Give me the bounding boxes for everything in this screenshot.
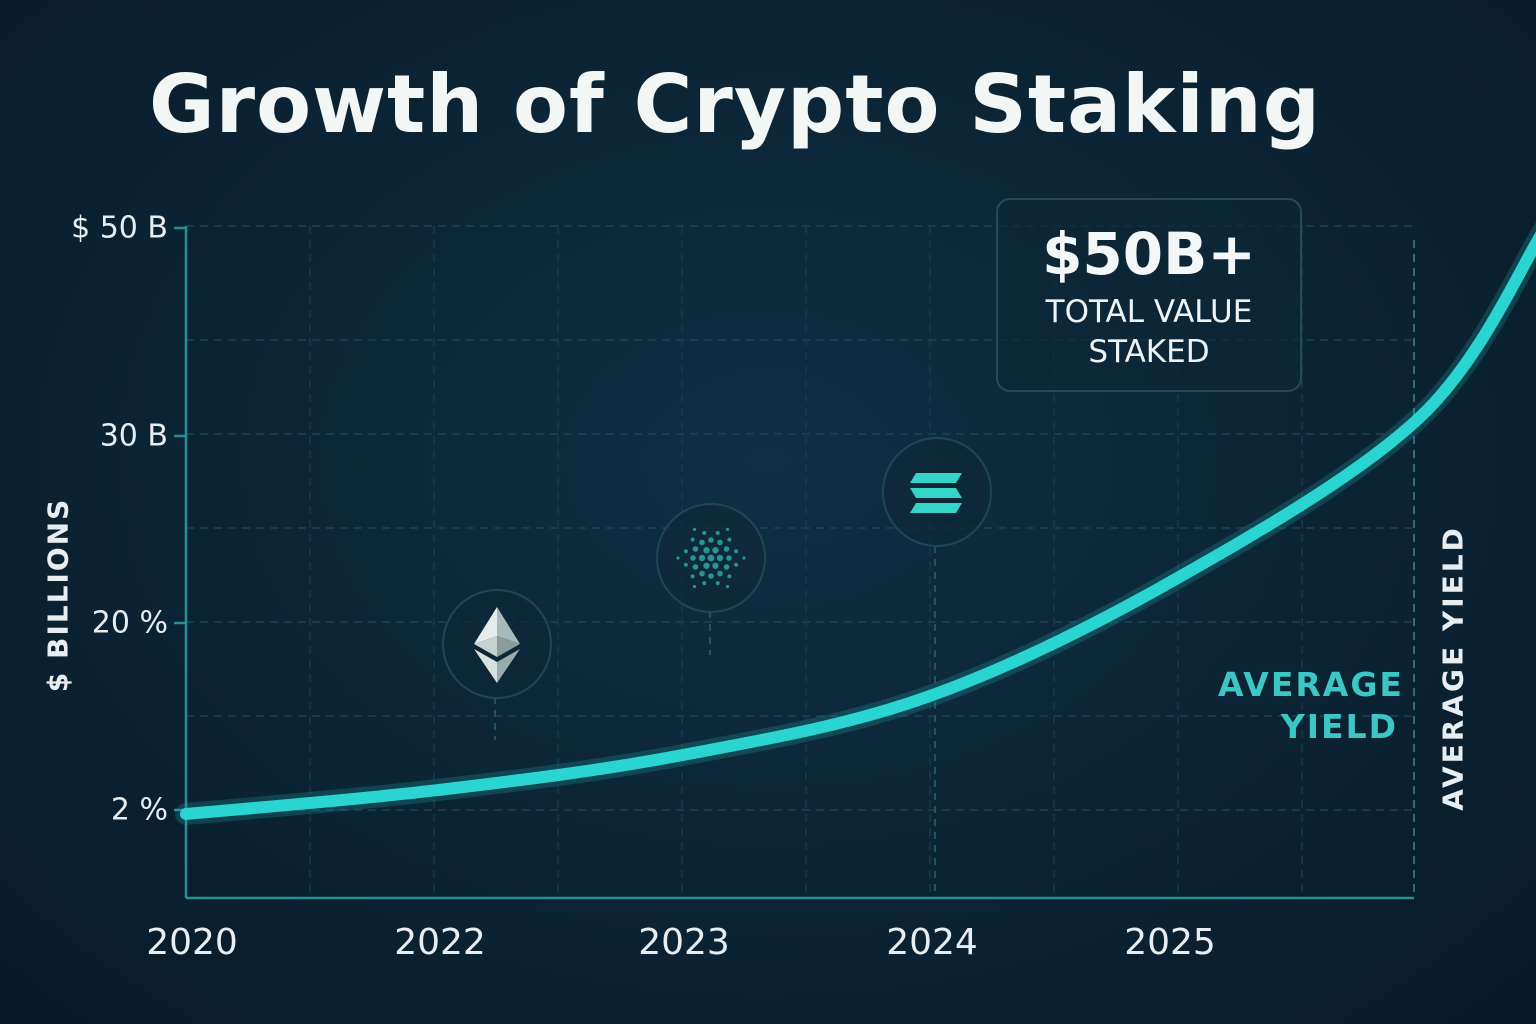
cardano-dot bbox=[708, 537, 714, 543]
cardano-dot bbox=[690, 537, 695, 542]
solana-icon bbox=[882, 437, 992, 547]
cardano-dot bbox=[734, 549, 739, 554]
cardano-dot bbox=[725, 527, 730, 532]
cardano-dot bbox=[702, 530, 707, 535]
x-tick-label: 2025 bbox=[1124, 922, 1216, 963]
chart-grid bbox=[186, 225, 1414, 898]
callout-label: TOTAL VALUE STAKED bbox=[1045, 294, 1253, 370]
cardano-dot bbox=[683, 549, 688, 554]
x-tick-label: 2024 bbox=[886, 922, 978, 963]
cardano-dot bbox=[702, 581, 707, 586]
cardano-dot bbox=[727, 537, 732, 542]
chart-axes bbox=[174, 226, 1415, 900]
cardano-dot bbox=[712, 547, 719, 554]
x-tick-label: 2020 bbox=[146, 922, 238, 963]
total-value-callout: $50B+ TOTAL VALUE STAKED bbox=[996, 198, 1302, 392]
cardano-dot bbox=[676, 556, 680, 560]
cardano-dot bbox=[715, 581, 720, 586]
y-tick-label: $ 50 B bbox=[71, 210, 168, 246]
cardano-dot bbox=[727, 574, 732, 579]
cardano-dot bbox=[698, 554, 706, 562]
y-tick-label: 2 % bbox=[110, 792, 168, 828]
x-tick-label: 2022 bbox=[394, 922, 486, 963]
cardano-dot bbox=[723, 546, 730, 552]
cardano-dot bbox=[707, 554, 715, 562]
cardano-dot bbox=[716, 554, 724, 562]
cardano-dot bbox=[699, 570, 705, 577]
cardano-dot bbox=[708, 573, 714, 579]
cardano-dot bbox=[683, 562, 688, 567]
cardano-dot bbox=[725, 584, 730, 589]
cardano-icon bbox=[656, 503, 766, 613]
average-yield-text: AVERAGE YIELD bbox=[1218, 665, 1404, 746]
cardano-dot bbox=[717, 570, 723, 577]
icon-guides bbox=[494, 546, 936, 895]
cardano-dot bbox=[690, 555, 696, 561]
callout-value: $50B+ bbox=[1042, 220, 1256, 288]
x-tick-label: 2023 bbox=[638, 922, 730, 963]
cardano-dot bbox=[692, 527, 697, 532]
chart-title: Growth of Crypto Staking bbox=[149, 58, 1321, 151]
cardano-dot bbox=[717, 539, 723, 546]
cardano-dot bbox=[692, 546, 699, 552]
cardano-dot bbox=[703, 547, 710, 554]
cardano-dot bbox=[690, 574, 695, 579]
y-axis-label: $ BILLIONS bbox=[41, 497, 75, 693]
y-tick-label: 30 B bbox=[99, 418, 168, 454]
series-line bbox=[180, 231, 1536, 820]
ethereum-icon bbox=[442, 589, 552, 699]
cardano-dot bbox=[712, 562, 719, 569]
cardano-dot bbox=[692, 584, 697, 589]
cardano-dot bbox=[742, 556, 746, 560]
y-tick-label: 20 % bbox=[91, 605, 168, 641]
cardano-dot bbox=[715, 530, 720, 535]
cardano-dot bbox=[726, 555, 732, 561]
cardano-dot bbox=[699, 539, 705, 546]
average-yield-annotation: AVERAGE YIELD bbox=[1218, 664, 1404, 748]
cardano-dot bbox=[723, 564, 730, 570]
y-axis-label-right: AVERAGE YIELD bbox=[1436, 525, 1470, 811]
chart-series bbox=[175, 222, 1536, 825]
cardano-dot bbox=[692, 564, 699, 570]
cardano-dot bbox=[734, 562, 739, 567]
cardano-dot bbox=[703, 562, 710, 569]
